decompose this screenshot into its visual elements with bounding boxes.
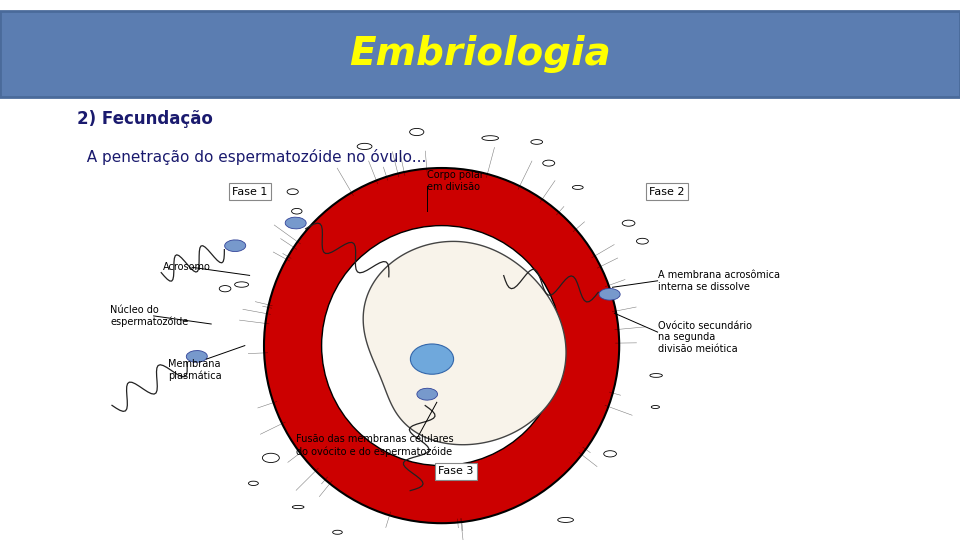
Text: Fase 1: Fase 1 [232, 187, 267, 197]
Ellipse shape [558, 517, 573, 522]
Text: Fusão das membranas celulares
do ovócito e do espermatozóide: Fusão das membranas celulares do ovócito… [296, 434, 453, 457]
Ellipse shape [264, 168, 619, 523]
Ellipse shape [417, 388, 438, 400]
Text: A membrana acrosômica
interna se dissolve: A membrana acrosômica interna se dissolv… [658, 270, 780, 292]
Ellipse shape [604, 451, 616, 457]
Bar [0, 11, 960, 97]
Ellipse shape [322, 226, 562, 465]
Ellipse shape [651, 406, 660, 409]
Text: Acrosomo: Acrosomo [163, 262, 211, 272]
Text: Núcleo do
espermatozóide: Núcleo do espermatozóide [110, 305, 189, 327]
Text: Corpo polar
em divisão: Corpo polar em divisão [427, 170, 484, 192]
Ellipse shape [636, 238, 648, 244]
Text: A penetração do espermatozóide no óvulo...: A penetração do espermatozóide no óvulo.… [77, 148, 426, 165]
Ellipse shape [292, 208, 302, 214]
Ellipse shape [262, 453, 279, 463]
Ellipse shape [225, 240, 246, 252]
Ellipse shape [572, 185, 583, 190]
Ellipse shape [333, 530, 343, 534]
Ellipse shape [357, 143, 372, 150]
Text: Ovócito secundário
na segunda
divisão meiótica: Ovócito secundário na segunda divisão me… [658, 321, 752, 354]
Text: 2) Fecundação: 2) Fecundação [77, 110, 213, 128]
Ellipse shape [482, 136, 498, 140]
Ellipse shape [622, 220, 635, 226]
Text: Fase 3: Fase 3 [439, 467, 473, 476]
Ellipse shape [234, 282, 249, 287]
Ellipse shape [219, 286, 231, 292]
Ellipse shape [287, 189, 299, 194]
Text: Fase 2: Fase 2 [650, 187, 684, 197]
Ellipse shape [285, 217, 306, 229]
Ellipse shape [249, 481, 258, 485]
Ellipse shape [542, 160, 555, 166]
Text: Embriologia: Embriologia [349, 35, 611, 73]
Ellipse shape [410, 129, 424, 136]
Ellipse shape [650, 374, 662, 377]
Ellipse shape [186, 350, 207, 362]
Polygon shape [363, 241, 566, 445]
Ellipse shape [599, 288, 620, 300]
Ellipse shape [531, 140, 542, 144]
Ellipse shape [411, 344, 454, 374]
Text: Membrana
plasmática: Membrana plasmática [168, 359, 222, 381]
Ellipse shape [292, 505, 304, 509]
